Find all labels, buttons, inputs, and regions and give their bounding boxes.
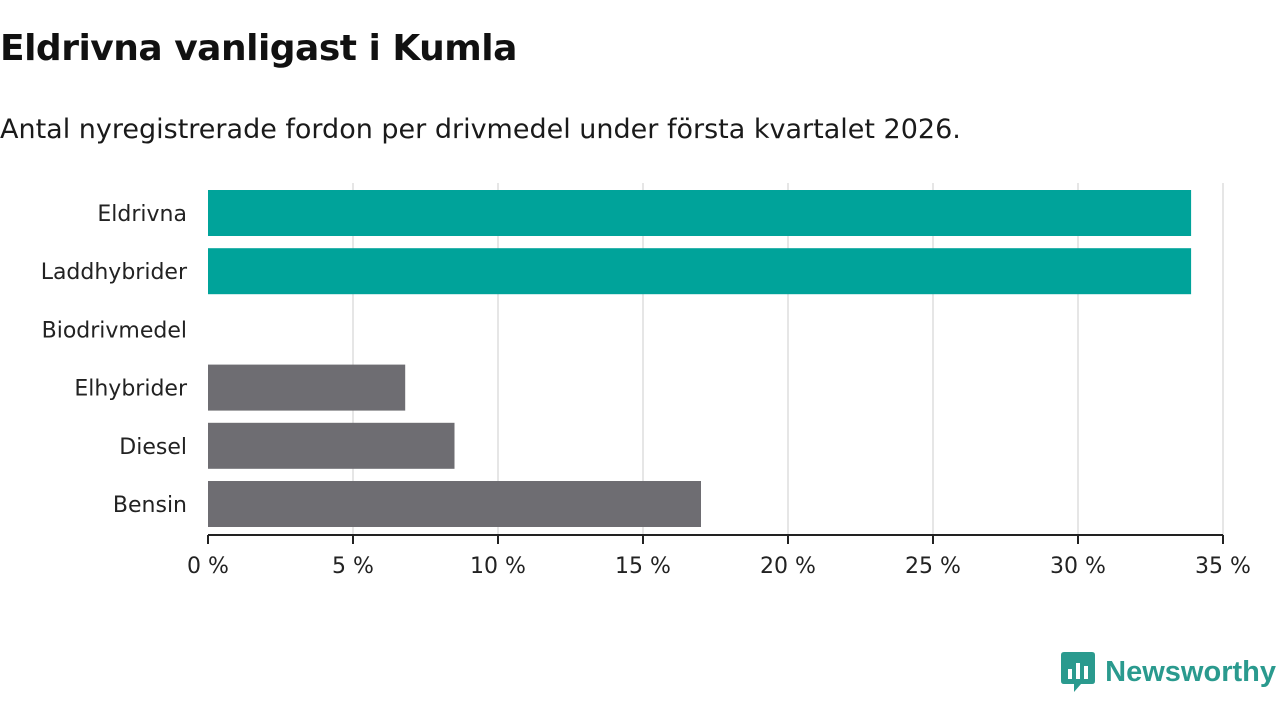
x-tick-label: 10 %: [470, 554, 526, 579]
bar-eldrivna: [208, 190, 1192, 236]
bar-elhybrider: [208, 364, 406, 411]
category-label: Diesel: [119, 435, 187, 460]
x-tick-label: 30 %: [1050, 554, 1106, 579]
chart-subtitle: Antal nyregistrerade fordon per drivmede…: [0, 114, 961, 145]
category-label: Elhybrider: [74, 377, 188, 402]
newsworthy-logo: Newsworthy: [1061, 652, 1276, 692]
category-label: Bensin: [113, 493, 187, 518]
x-tick-label: 35 %: [1195, 554, 1251, 579]
bar-bensin: [208, 481, 701, 527]
x-tick-label: 15 %: [615, 554, 671, 579]
bar-chart-bubble-icon: [1061, 652, 1096, 692]
chart-title: Eldrivna vanligast i Kumla: [0, 28, 517, 69]
brand-name: Newsworthy: [1105, 655, 1276, 688]
x-tick-label: 25 %: [905, 554, 961, 579]
category-label: Laddhybrider: [41, 260, 188, 285]
x-tick-label: 0 %: [187, 554, 229, 579]
x-tick-label: 5 %: [332, 554, 374, 579]
category-label: Biodrivmedel: [42, 318, 187, 343]
bar-laddhybrider: [208, 248, 1192, 295]
category-label: Eldrivna: [97, 202, 187, 227]
bar-diesel: [208, 422, 455, 469]
x-tick-label: 20 %: [760, 554, 816, 579]
